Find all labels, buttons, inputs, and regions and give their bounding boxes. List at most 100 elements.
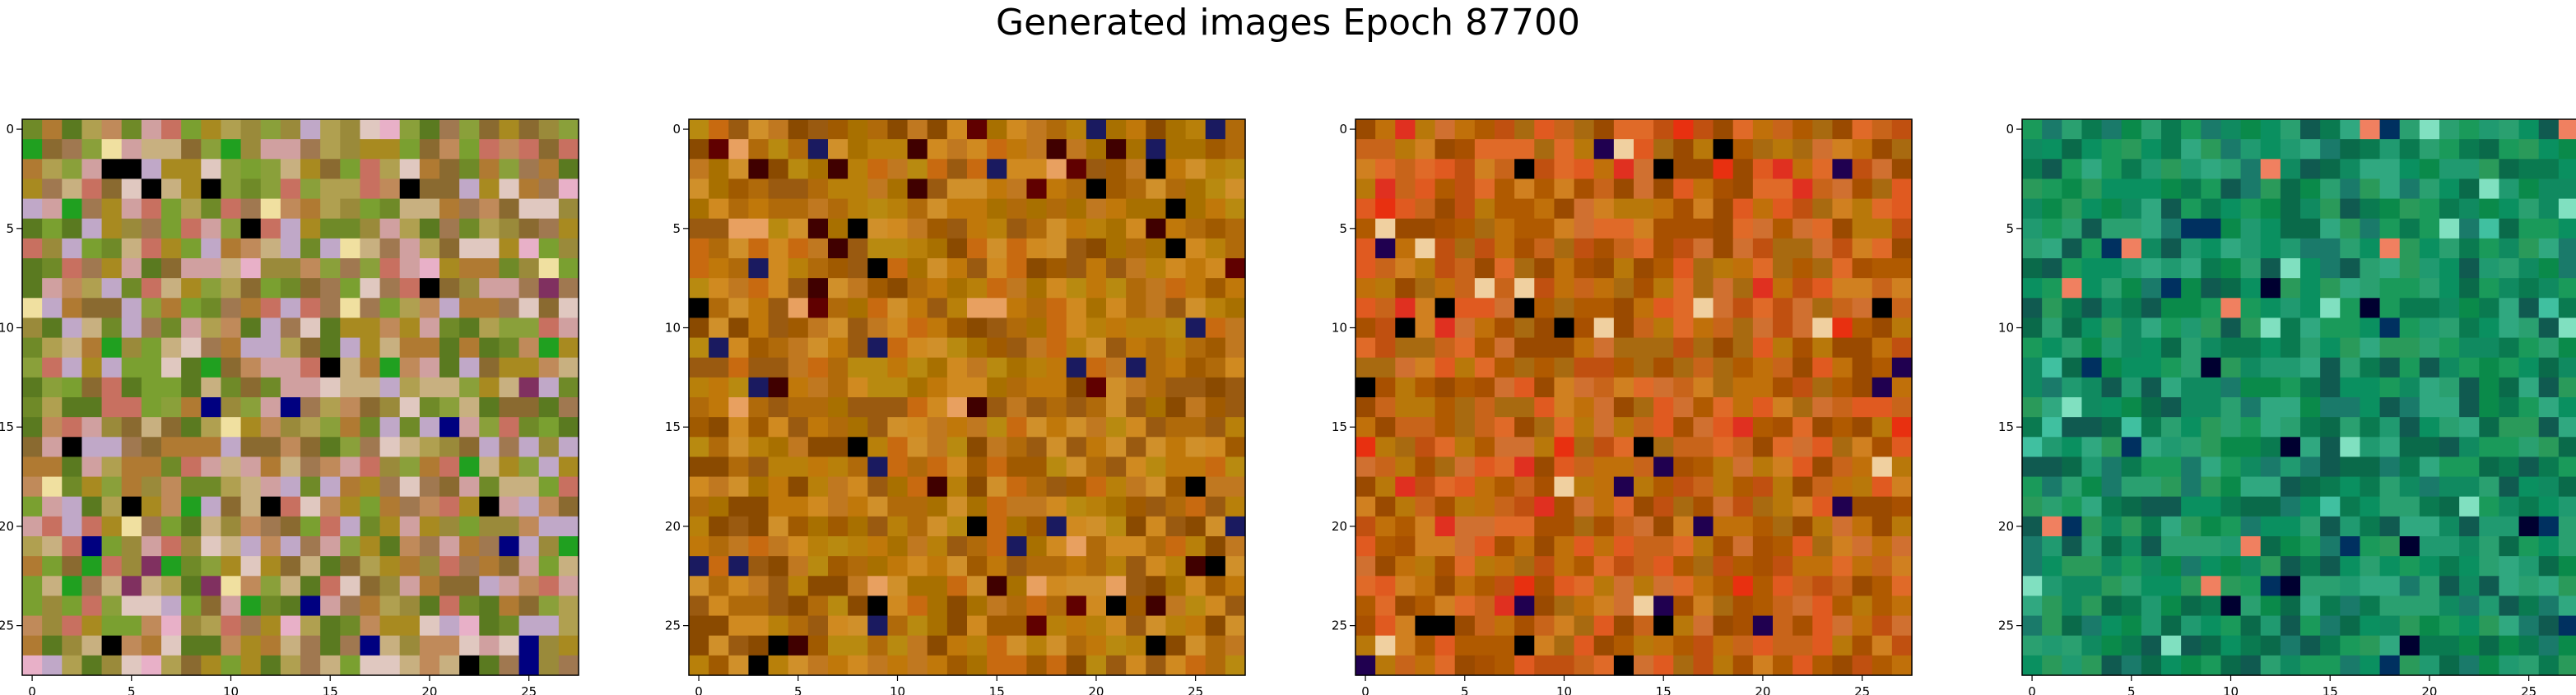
pixel-cell <box>2181 159 2202 180</box>
pixel-cell <box>518 178 540 200</box>
pixel-cell <box>2479 377 2500 398</box>
pixel-cell <box>260 556 281 577</box>
pixel-cell <box>2181 476 2202 498</box>
pixel-cell <box>1613 476 1634 498</box>
pixel-cell <box>1434 576 1456 597</box>
pixel-cell <box>1495 456 1515 478</box>
pixel-cell <box>907 417 928 438</box>
pixel-cell <box>807 198 829 220</box>
pixel-cell <box>439 635 460 656</box>
pixel-cell <box>2439 337 2460 359</box>
pixel-cell <box>558 159 579 180</box>
pixel-cell <box>379 496 401 517</box>
pixel-cell <box>828 238 849 259</box>
pixel-cell <box>2419 417 2440 438</box>
pixel-cell <box>2558 417 2576 438</box>
pixel-cell <box>748 298 770 319</box>
pixel-cell <box>240 298 262 319</box>
pixel-cell <box>2121 536 2142 557</box>
pixel-cell <box>1693 437 1714 458</box>
pixel-cell <box>1225 337 1246 359</box>
pixel-cell <box>2161 278 2182 299</box>
pixel-cell <box>1514 456 1535 478</box>
pixel-cell <box>807 476 829 498</box>
pixel-cell <box>2121 655 2142 676</box>
pixel-cell <box>2121 476 2142 498</box>
pixel-cell <box>1812 397 1834 418</box>
pixel-cell <box>62 516 83 537</box>
pixel-cell <box>419 238 440 259</box>
pixel-cell <box>181 258 202 279</box>
pixel-cell <box>419 258 440 279</box>
pixel-cell <box>2399 556 2420 577</box>
pixel-cell <box>260 456 281 478</box>
pixel-cell <box>399 635 421 656</box>
pixel-cell <box>2538 357 2560 378</box>
pixel-cell <box>2022 635 2043 656</box>
pixel-cell <box>1355 159 1376 180</box>
pixel-cell <box>518 298 540 319</box>
pixel-cell <box>1891 536 1913 557</box>
pixel-cell <box>1713 397 1734 418</box>
pixel-cell <box>2101 218 2123 239</box>
pixel-cell <box>689 595 709 617</box>
pixel-cell <box>499 159 520 180</box>
y-tick-label: 10 <box>665 321 681 336</box>
pixel-cell <box>967 337 988 359</box>
pixel-cell <box>1852 258 1873 279</box>
pixel-cell <box>828 595 849 617</box>
pixel-cell <box>340 258 361 279</box>
pixel-cell <box>121 198 142 220</box>
pixel-cell <box>728 516 750 537</box>
pixel-cell <box>2300 357 2321 378</box>
pixel-cell <box>768 456 789 478</box>
pixel-cell <box>1395 536 1416 557</box>
pixel-cell <box>1086 655 1107 676</box>
pixel-cell <box>946 496 968 517</box>
pixel-cell <box>828 615 849 637</box>
pixel-cell <box>2518 357 2540 378</box>
pixel-cell <box>1205 516 1226 537</box>
pixel-cell <box>1653 615 1674 637</box>
pixel-cell <box>2220 536 2242 557</box>
pixel-cell <box>1225 556 1246 577</box>
pixel-cell <box>1185 556 1207 577</box>
pixel-cell <box>499 258 520 279</box>
pixel-cell <box>848 238 868 259</box>
pixel-cell <box>1613 278 1634 299</box>
pixel-cell <box>2022 456 2043 478</box>
pixel-cell <box>161 337 182 359</box>
pixel-cell <box>1832 317 1853 339</box>
pixel-cell <box>479 417 500 438</box>
pixel-cell <box>1773 357 1793 378</box>
pixel-cell <box>1852 317 1873 339</box>
pixel-cell <box>1165 556 1187 577</box>
pixel-cell <box>81 397 103 418</box>
pixel-cell <box>379 655 401 676</box>
pixel-cell <box>121 536 142 557</box>
pixel-cell <box>907 576 928 597</box>
pixel-cell <box>2240 198 2262 220</box>
pixel-cell <box>280 655 301 676</box>
pixel-cell <box>689 198 709 220</box>
pixel-cell <box>1812 178 1834 200</box>
pixel-cell <box>201 556 222 577</box>
pixel-cell <box>728 139 750 160</box>
pixel-cell <box>1773 456 1793 478</box>
pixel-cell <box>2181 258 2202 279</box>
pixel-cell <box>2538 317 2560 339</box>
pixel-cell <box>1165 595 1187 617</box>
pixel-cell <box>518 476 540 498</box>
pixel-cell <box>1891 516 1913 537</box>
pixel-cell <box>987 238 1007 259</box>
pixel-cell <box>538 556 560 577</box>
pixel-cell <box>399 198 421 220</box>
pixel-cell <box>558 397 579 418</box>
pixel-cell <box>2379 576 2401 597</box>
pixel-cell <box>1225 119 1246 140</box>
pixel-cell <box>2479 317 2500 339</box>
pixel-cell <box>2022 437 2043 458</box>
pixel-cell <box>379 178 401 200</box>
pixel-cell <box>1593 595 1615 617</box>
pixel-cell <box>728 357 750 378</box>
